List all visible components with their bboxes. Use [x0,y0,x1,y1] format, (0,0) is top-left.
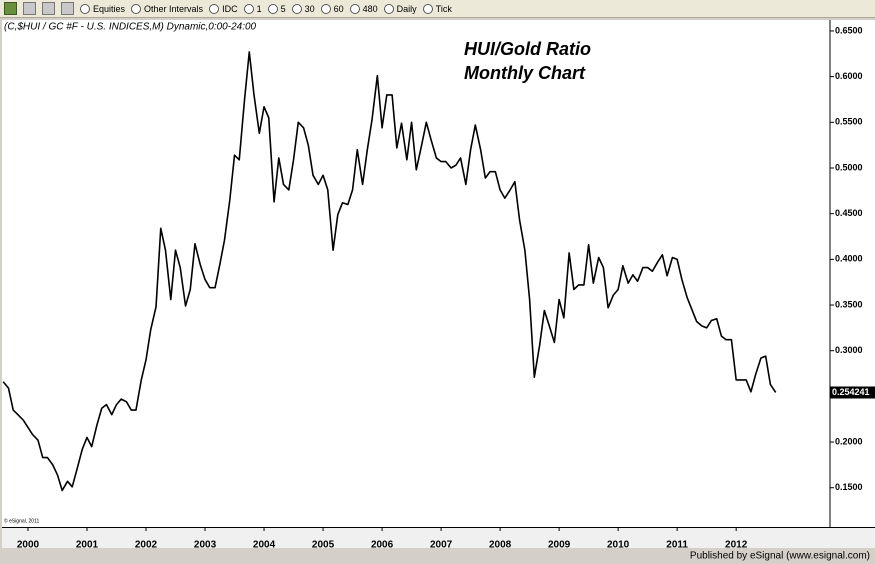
x-axis-area [2,528,875,548]
toolbar-icon[interactable] [42,2,55,15]
y-tick-label: 0.3500 [835,299,863,309]
footer: Published by eSignal (www.esignal.com) [690,551,870,562]
toolbar-item[interactable]: 30 [292,4,315,14]
chart-title: HUI/Gold Ratio [464,39,591,59]
x-tick-label: 2003 [194,540,217,551]
symbol-header: (C,$HUI / GC #F - U.S. INDICES,M) Dynami… [4,22,257,33]
x-tick-label: 2004 [253,540,276,551]
y-tick-label: 0.6000 [835,71,863,81]
line-series [2,51,777,492]
toolbar-item[interactable]: 1 [244,4,262,14]
y-tick-label: 0.2000 [835,436,863,446]
y-tick-label: 0.5500 [835,117,863,127]
x-tick-label: 2007 [430,540,453,551]
y-tick-label: 0.4000 [835,254,863,264]
x-tick-label: 2006 [371,540,394,551]
toolbar-icon[interactable] [4,2,17,15]
x-tick-label: 2005 [312,540,335,551]
x-tick-label: 2012 [725,540,748,551]
y-tick-label: 0.4500 [835,208,863,218]
toolbar-item[interactable]: IDC [209,4,238,14]
x-tick-label: 2010 [607,540,630,551]
x-tick-label: 2002 [135,540,158,551]
toolbar-item[interactable]: Other Intervals [131,4,203,14]
x-tick-label: 2000 [17,540,40,551]
x-tick-label: 2001 [76,540,99,551]
toolbar-item[interactable]: Daily [384,4,417,14]
x-tick-label: 2008 [489,540,512,551]
y-axis-area [830,20,875,527]
plot-area [2,20,830,527]
toolbar-item[interactable]: 60 [321,4,344,14]
y-tick-label: 0.5000 [835,162,863,172]
toolbar-icon[interactable] [23,2,36,15]
x-tick-label: 2011 [666,540,688,551]
toolbar: Equities Other Intervals IDC 1 5 30 60 480 Daily… [0,0,875,18]
y-tick-label: 0.1500 [835,482,863,492]
y-tick-label: 0.6500 [835,25,863,35]
current-value-box [830,386,875,399]
current-value-label: 0.254241 [832,387,870,397]
y-tick-label: 0.3000 [835,345,863,355]
copyright: © eSignal, 2011 [4,517,40,524]
toolbar-item[interactable]: Tick [423,4,452,14]
toolbar-item[interactable]: 480 [350,4,378,14]
x-tick-label: 2009 [548,540,571,551]
toolbar-item[interactable]: Equities [80,4,125,14]
toolbar-icon[interactable] [61,2,74,15]
toolbar-item[interactable]: 5 [268,4,286,14]
chart-subtitle: Monthly Chart [464,63,586,83]
